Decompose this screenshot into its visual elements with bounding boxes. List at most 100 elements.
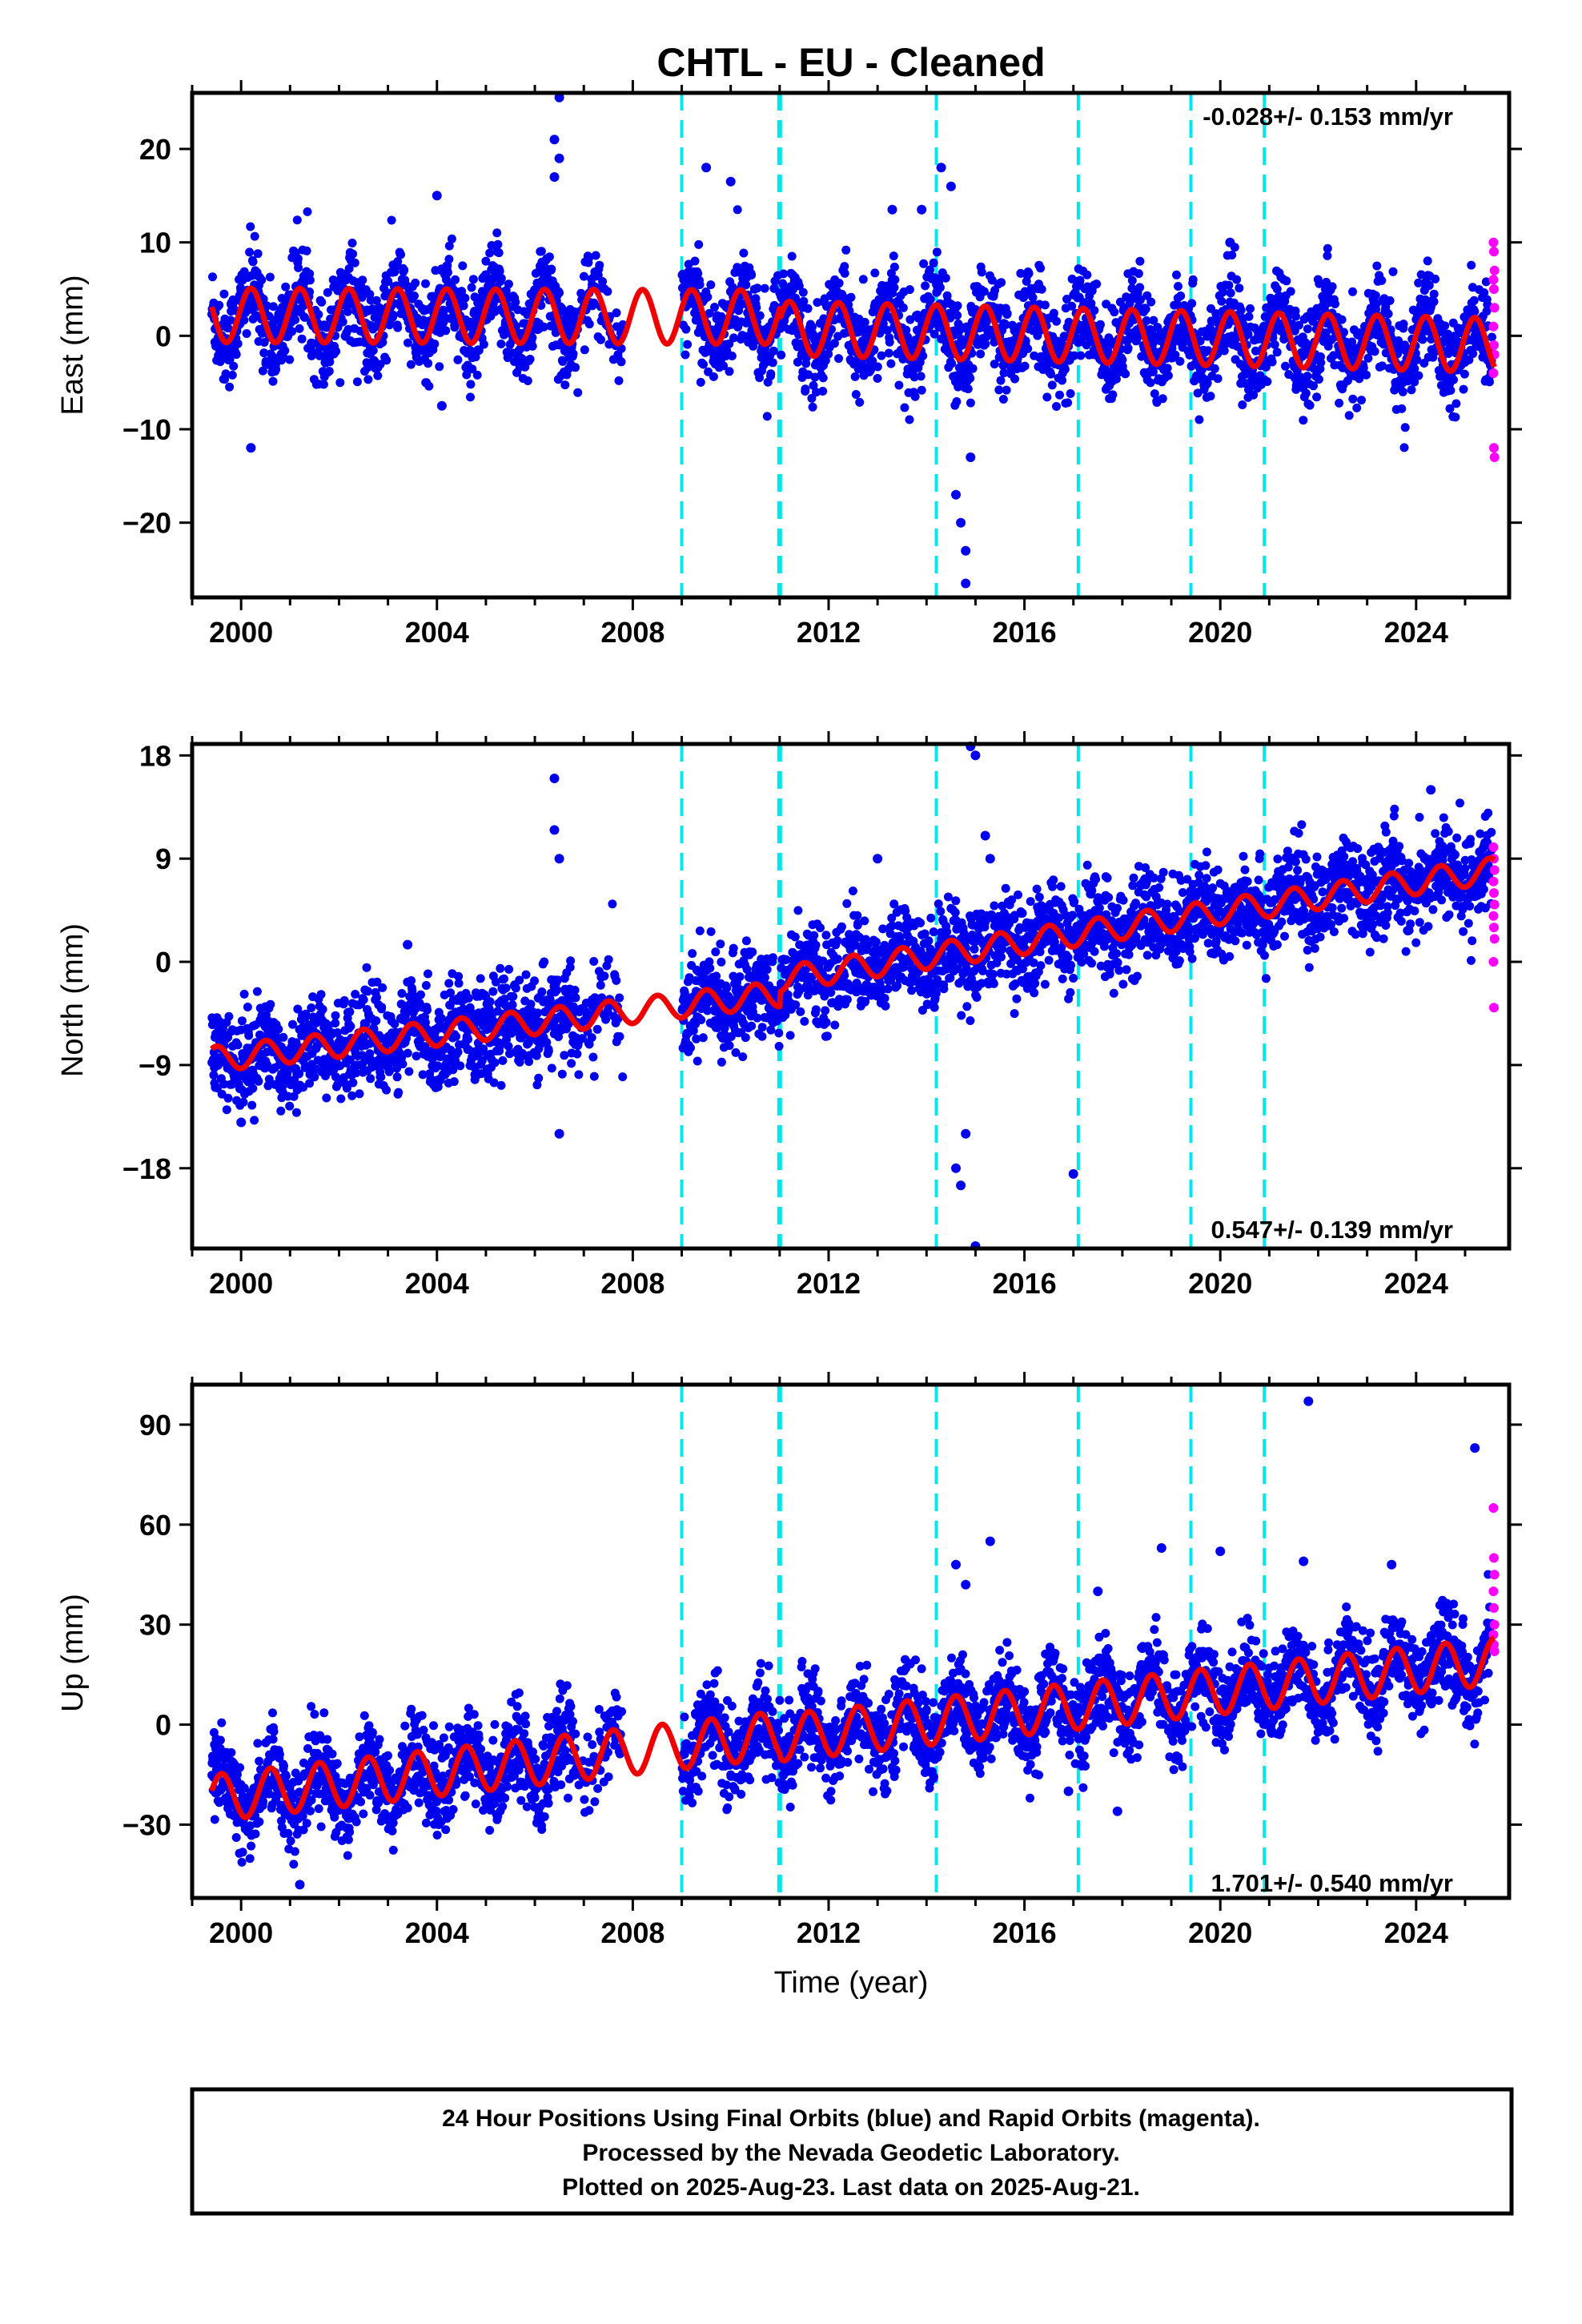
north-data-point — [239, 1097, 248, 1107]
east-data-point — [890, 275, 900, 284]
north-data-point — [403, 1048, 412, 1058]
north-data-point — [826, 987, 836, 997]
east-data-point — [494, 248, 504, 258]
east-data-point — [1163, 371, 1173, 380]
east-rapid-point — [1489, 247, 1499, 257]
north-data-point — [397, 989, 407, 998]
east-data-point — [768, 358, 777, 368]
east-data-point — [870, 268, 880, 278]
east-outlier-point — [956, 517, 966, 528]
east-x-tick-label: 2004 — [405, 616, 469, 649]
north-data-point — [711, 947, 721, 957]
north-data-point — [572, 1049, 582, 1059]
east-data-point — [444, 255, 454, 264]
east-data-point — [1213, 374, 1223, 384]
north-data-point — [790, 932, 800, 942]
north-data-point — [747, 1021, 757, 1031]
east-data-point — [1331, 300, 1339, 308]
east-outlier-point — [917, 204, 927, 215]
east-data-point — [841, 245, 851, 255]
east-data-point — [860, 317, 869, 327]
east-data-point — [1037, 284, 1046, 294]
north-data-point — [552, 985, 562, 995]
east-data-point — [258, 366, 267, 376]
east-x-tick-label: 2008 — [600, 616, 665, 649]
north-data-point — [372, 993, 381, 1002]
north-data-point — [490, 1058, 500, 1068]
north-data-point — [695, 926, 705, 935]
north-data-point — [587, 1033, 596, 1043]
east-data-point — [777, 350, 786, 360]
east-x-tick-label: 2016 — [993, 616, 1057, 649]
north-data-point — [566, 956, 576, 966]
north-data-point — [774, 1028, 784, 1038]
east-data-point — [681, 350, 690, 360]
east-data-point — [1312, 392, 1322, 402]
east-data-point — [323, 287, 332, 297]
north-data-point — [811, 1005, 821, 1015]
east-data-point — [1451, 412, 1460, 422]
east-data-point — [257, 275, 267, 285]
north-data-point — [398, 1059, 408, 1069]
east-data-point — [1063, 398, 1073, 408]
east-data-point — [1010, 374, 1019, 384]
east-data-point — [496, 340, 506, 348]
east-data-point — [1075, 275, 1085, 285]
east-data-point — [1291, 312, 1300, 321]
north-data-point — [378, 983, 387, 992]
east-data-point — [300, 312, 310, 322]
north-data-point — [363, 987, 372, 996]
east-data-point — [215, 300, 224, 310]
east-data-point — [1282, 276, 1291, 286]
east-data-point — [873, 362, 882, 372]
east-data-point — [1370, 347, 1379, 356]
east-data-point — [1272, 348, 1282, 357]
east-data-point — [1488, 332, 1496, 342]
east-data-point — [1431, 274, 1440, 283]
east-data-point — [466, 392, 475, 402]
east-data-point — [1023, 344, 1033, 353]
east-data-point — [1469, 296, 1479, 305]
north-data-point — [452, 1031, 461, 1041]
east-data-point — [916, 372, 926, 381]
east-data-point — [695, 280, 705, 289]
north-data-point — [501, 983, 511, 993]
east-data-point — [430, 340, 440, 348]
north-data-point — [717, 1057, 726, 1067]
east-data-point — [1314, 375, 1323, 384]
north-data-point — [821, 1018, 831, 1027]
east-data-point — [295, 324, 304, 333]
north-data-point — [821, 1006, 830, 1015]
north-data-point — [376, 1072, 386, 1082]
east-data-point — [1235, 283, 1244, 293]
east-data-point — [1121, 369, 1130, 379]
east-data-point — [317, 297, 327, 307]
east-data-point — [268, 376, 278, 386]
east-data-point — [368, 346, 378, 356]
east-data-point — [271, 364, 281, 374]
east-data-point — [834, 279, 844, 287]
east-data-point — [976, 349, 986, 359]
east-data-point — [441, 326, 451, 336]
east-data-point — [683, 340, 693, 349]
east-data-point — [1460, 369, 1469, 379]
east-data-point — [285, 355, 295, 364]
east-data-point — [1092, 279, 1102, 289]
east-data-point — [453, 355, 463, 364]
east-data-point — [579, 271, 588, 281]
east-rapid-point — [1488, 368, 1499, 378]
east-data-point — [1372, 261, 1382, 271]
north-data-point — [871, 937, 881, 947]
north-data-point — [774, 1042, 784, 1051]
north-data-point — [464, 1035, 473, 1044]
north-data-point — [416, 990, 425, 999]
north-data-point — [404, 1067, 414, 1076]
east-data-point — [1459, 384, 1468, 394]
east-data-point — [338, 317, 347, 327]
north-data-point — [615, 993, 624, 1003]
north-data-point — [248, 1084, 258, 1093]
east-data-point — [294, 263, 303, 272]
east-data-point — [818, 387, 828, 396]
east-data-point — [1042, 392, 1052, 402]
east-y-tick-label: −20 — [122, 507, 171, 540]
